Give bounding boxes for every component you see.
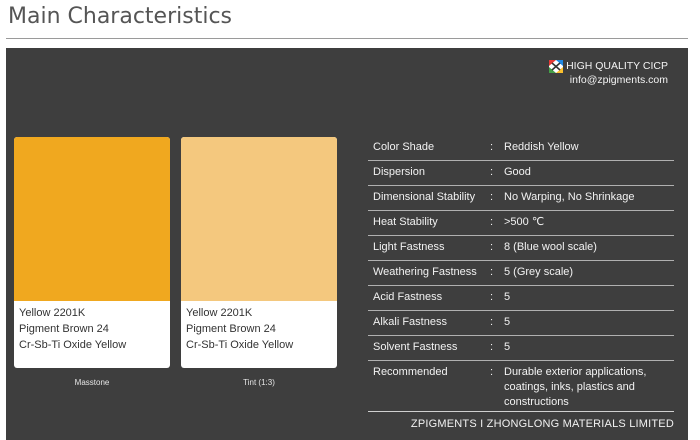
swatch-tint: Yellow 2201K Pigment Brown 24 Cr-Sb-Ti O…	[181, 137, 337, 368]
property-value: Good	[504, 166, 531, 178]
property-label: Dispersion	[373, 166, 425, 178]
company-footer: ZPIGMENTS I ZHONGLONG MATERIALS LIMITED	[368, 411, 674, 430]
property-label: Alkali Fastness	[373, 316, 447, 328]
brand-email[interactable]: info@zpigments.com	[569, 74, 668, 86]
badge-text: HIGH QUALITY CICP	[566, 60, 668, 72]
property-label: Weathering Fastness	[373, 266, 477, 278]
property-value: 8 (Blue wool scale)	[504, 241, 597, 253]
property-value: Durable exterior applications, coatings,…	[504, 366, 647, 408]
swatch-chemistry: Cr-Sb-Ti Oxide Yellow	[19, 339, 127, 351]
property-label: Color Shade	[373, 141, 435, 153]
brand-badge: HIGH QUALITY CICP	[549, 59, 668, 73]
cicp-logo-icon	[549, 59, 564, 73]
page-title: Main Characteristics	[8, 4, 232, 29]
swatch-masstone: Yellow 2201K Pigment Brown 24 Cr-Sb-Ti O…	[14, 137, 170, 368]
swatch-caption-masstone: Masstone	[74, 378, 110, 387]
properties-table: Color Shade: Reddish Yellow Dispersion: Goo…	[368, 136, 674, 415]
property-value: 5	[504, 341, 511, 353]
swatch-product-code: Yellow 2201K	[19, 307, 86, 319]
property-separator: :	[490, 291, 494, 303]
property-row: Color Shade: Reddish Yellow	[368, 136, 674, 161]
swatch-color	[181, 137, 337, 301]
property-separator: :	[490, 216, 494, 228]
property-value: >500 ℃	[504, 216, 545, 228]
property-row: Dimensional Stability: No Warping, No Shr…	[368, 186, 674, 211]
property-separator: :	[490, 191, 494, 203]
title-divider	[6, 38, 688, 39]
property-separator: :	[490, 316, 494, 328]
property-value: 5	[504, 291, 511, 303]
brand-block: HIGH QUALITY CICP info@zpigments.com	[549, 59, 668, 87]
property-label: Heat Stability	[373, 216, 438, 228]
swatch-pigment-name: Pigment Brown 24	[19, 323, 109, 335]
product-panel: HIGH QUALITY CICP info@zpigments.com Yel…	[6, 48, 688, 440]
swatch-caption-tint: Tint (1:3)	[243, 378, 275, 387]
property-value: 5 (Grey scale)	[504, 266, 574, 278]
property-row: Light Fastness:8 (Blue wool scale)	[368, 236, 674, 261]
property-separator: :	[490, 266, 494, 278]
property-separator: :	[490, 366, 494, 378]
property-separator: :	[490, 166, 494, 178]
swatch-pigment-name: Pigment Brown 24	[186, 323, 276, 335]
property-value: No Warping, No Shrinkage	[504, 191, 635, 203]
property-label: Acid Fastness	[373, 291, 443, 303]
swatch-chemistry: Cr-Sb-Ti Oxide Yellow	[186, 339, 294, 351]
property-label: Recommended	[373, 366, 448, 378]
swatch-color	[14, 137, 170, 301]
property-value: Reddish Yellow	[504, 141, 579, 153]
property-row: Alkali Fastness:5	[368, 311, 674, 336]
property-separator: :	[490, 141, 494, 153]
property-row: Dispersion: Good	[368, 161, 674, 186]
property-row: Recommended: Durable exterior application…	[368, 361, 674, 415]
property-row: Solvent Fastness:5	[368, 336, 674, 361]
property-label: Light Fastness	[373, 241, 445, 253]
property-separator: :	[490, 241, 494, 253]
property-row: Heat Stability: >500 ℃	[368, 211, 674, 236]
property-row: Acid Fastness:5	[368, 286, 674, 311]
swatch-product-code: Yellow 2201K	[186, 307, 253, 319]
property-row: Weathering Fastness:5 (Grey scale)	[368, 261, 674, 286]
property-separator: :	[490, 341, 494, 353]
property-label: Solvent Fastness	[373, 341, 458, 353]
property-label: Dimensional Stability	[373, 191, 476, 203]
property-value: 5	[504, 316, 511, 328]
